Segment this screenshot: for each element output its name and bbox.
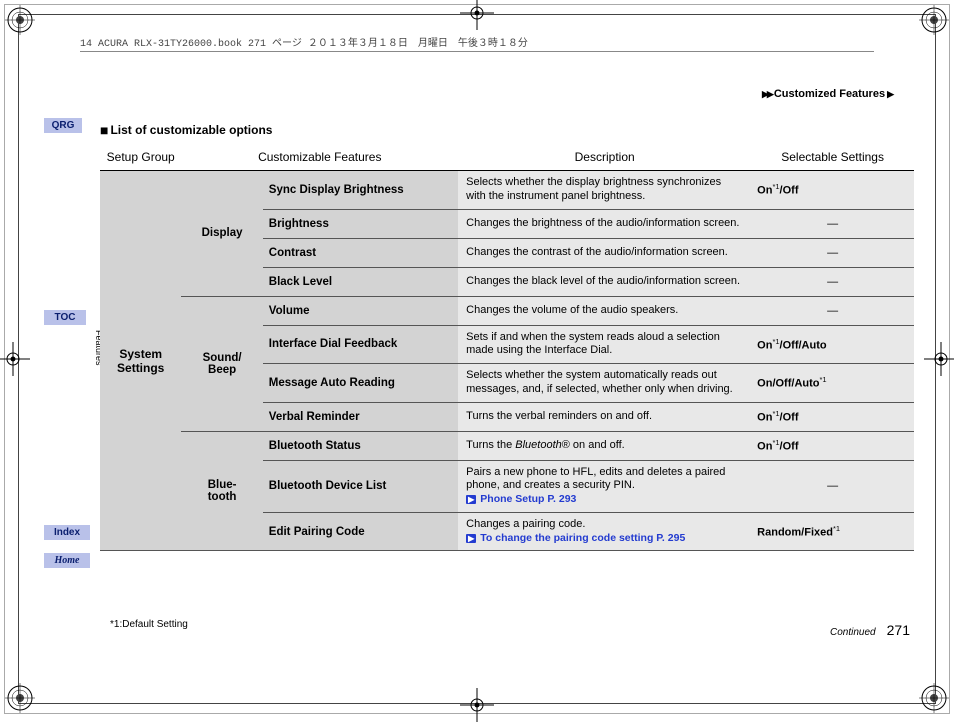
settings-cell: On/Off/Auto*1	[751, 364, 914, 403]
crosshair-icon	[924, 342, 954, 376]
sidebar-link-index[interactable]: Index	[44, 525, 90, 540]
feature-cell: Edit Pairing Code	[263, 512, 458, 551]
feature-cell: Interface Dial Feedback	[263, 325, 458, 364]
section-title: ■List of customizable options	[100, 122, 914, 138]
feature-cell: Black Level	[263, 267, 458, 296]
breadcrumb: ▶▶Customized Features▶	[760, 88, 894, 100]
registration-mark-icon	[919, 683, 949, 713]
description-cell: Selects whether the system automatically…	[458, 364, 751, 403]
description-cell: Changes the contrast of the audio/inform…	[458, 238, 751, 267]
settings-cell: Random/Fixed*1	[751, 512, 914, 551]
description-cell: Turns the verbal reminders on and off.	[458, 402, 751, 431]
table-row: Sound/BeepVolumeChanges the volume of th…	[100, 296, 914, 325]
sidebar-link-qrg[interactable]: QRG	[44, 118, 82, 133]
cross-reference-link[interactable]: ▶Phone Setup P. 293	[466, 493, 576, 505]
category-cell: Display	[181, 171, 262, 297]
sidebar-link-toc[interactable]: TOC	[44, 310, 86, 325]
settings-cell: On*1/Off/Auto	[751, 325, 914, 364]
description-cell: Changes a pairing code.▶To change the pa…	[458, 512, 751, 551]
settings-cell: —	[751, 296, 914, 325]
category-cell: Sound/Beep	[181, 296, 262, 431]
th-features: Customizable Features	[181, 144, 458, 171]
th-description: Description	[458, 144, 751, 171]
category-cell: Blue-tooth	[181, 431, 262, 551]
feature-cell: Brightness	[263, 209, 458, 238]
document-header: 14 ACURA RLX-31TY26000.book 271 ページ ２０１３…	[80, 34, 874, 52]
cross-reference-link[interactable]: ▶To change the pairing code setting P. 2…	[466, 532, 685, 544]
group-cell: System Settings	[100, 171, 181, 551]
description-cell: Selects whether the display brightness s…	[458, 171, 751, 210]
feature-cell: Sync Display Brightness	[263, 171, 458, 210]
feature-cell: Contrast	[263, 238, 458, 267]
table-header-row: Setup Group Customizable Features Descri…	[100, 144, 914, 171]
feature-cell: Verbal Reminder	[263, 402, 458, 431]
description-cell: Turns the Bluetooth® on and off.	[458, 431, 751, 460]
registration-mark-icon	[5, 683, 35, 713]
settings-cell: —	[751, 238, 914, 267]
settings-cell: On*1/Off	[751, 431, 914, 460]
description-cell: Pairs a new phone to HFL, edits and dele…	[458, 460, 751, 512]
crosshair-icon	[0, 342, 30, 376]
continued-label: Continued	[830, 627, 876, 638]
sidebar-link-home[interactable]: Home	[44, 553, 90, 568]
table-row: System SettingsDisplaySync Display Brigh…	[100, 171, 914, 210]
crosshair-icon	[460, 688, 494, 722]
registration-mark-icon	[919, 5, 949, 35]
description-cell: Sets if and when the system reads aloud …	[458, 325, 751, 364]
description-cell: Changes the black level of the audio/inf…	[458, 267, 751, 296]
settings-cell: —	[751, 460, 914, 512]
description-cell: Changes the volume of the audio speakers…	[458, 296, 751, 325]
page-number: 271	[887, 622, 910, 638]
settings-cell: —	[751, 267, 914, 296]
settings-cell: On*1/Off	[751, 402, 914, 431]
table-row: Blue-toothBluetooth StatusTurns the Blue…	[100, 431, 914, 460]
footnote: *1:Default Setting	[110, 619, 188, 630]
feature-cell: Volume	[263, 296, 458, 325]
feature-cell: Message Auto Reading	[263, 364, 458, 403]
registration-mark-icon	[5, 5, 35, 35]
th-setup-group: Setup Group	[100, 144, 181, 171]
feature-cell: Bluetooth Device List	[263, 460, 458, 512]
description-cell: Changes the brightness of the audio/info…	[458, 209, 751, 238]
th-selectable: Selectable Settings	[751, 144, 914, 171]
settings-cell: On*1/Off	[751, 171, 914, 210]
feature-cell: Bluetooth Status	[263, 431, 458, 460]
settings-cell: —	[751, 209, 914, 238]
crosshair-icon	[460, 0, 494, 30]
options-table: Setup Group Customizable Features Descri…	[100, 144, 914, 551]
